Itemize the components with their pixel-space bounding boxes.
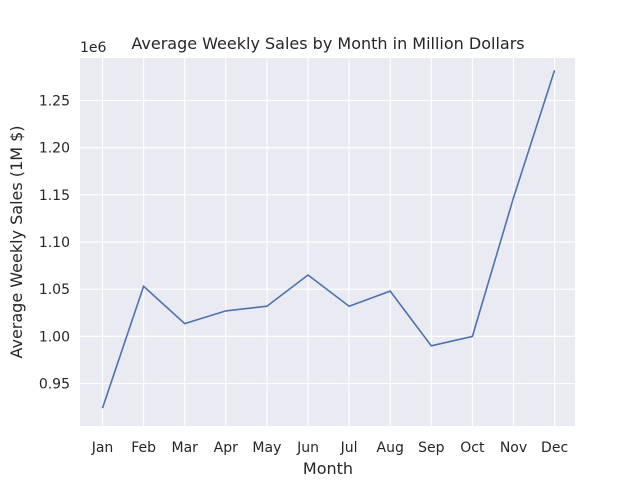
x-tick-label: May: [252, 440, 281, 456]
x-tick-label: Nov: [500, 440, 527, 456]
x-ticks: Jan Feb Mar Apr May Jun Jul Aug Sep Oct Nov Dec: [91, 440, 568, 456]
y-offset-label: 1e6: [80, 40, 107, 56]
x-tick-label: Mar: [171, 440, 198, 456]
y-axis-label: Average Weekly Sales (1M $): [7, 125, 26, 358]
x-tick-label: Aug: [377, 440, 404, 456]
x-tick-label: Sep: [418, 440, 445, 456]
y-tick-label: 1.05: [39, 282, 70, 298]
x-axis-label: Month: [303, 459, 353, 478]
y-tick-label: 1.15: [39, 188, 70, 204]
y-tick-label: 1.10: [39, 235, 70, 251]
y-ticks: 0.95 1.00 1.05 1.10 1.15 1.20 1.25: [39, 93, 70, 392]
series-line: [101, 70, 556, 409]
x-tick-label: Jan: [91, 440, 114, 456]
x-tick-label: Oct: [460, 440, 485, 456]
y-tick-label: 1.20: [39, 141, 70, 157]
y-tick-label: 1.00: [39, 329, 70, 345]
x-tick-label: Apr: [214, 440, 238, 456]
x-tick-label: Feb: [131, 440, 156, 456]
y-tick-label: 1.25: [39, 93, 70, 109]
chart-title: Average Weekly Sales by Month in Million…: [131, 34, 524, 53]
x-tick-label: Dec: [541, 440, 568, 456]
x-tick-label: Jul: [340, 440, 358, 456]
x-tick-label: Jun: [296, 440, 319, 456]
y-tick-label: 0.95: [39, 377, 70, 393]
